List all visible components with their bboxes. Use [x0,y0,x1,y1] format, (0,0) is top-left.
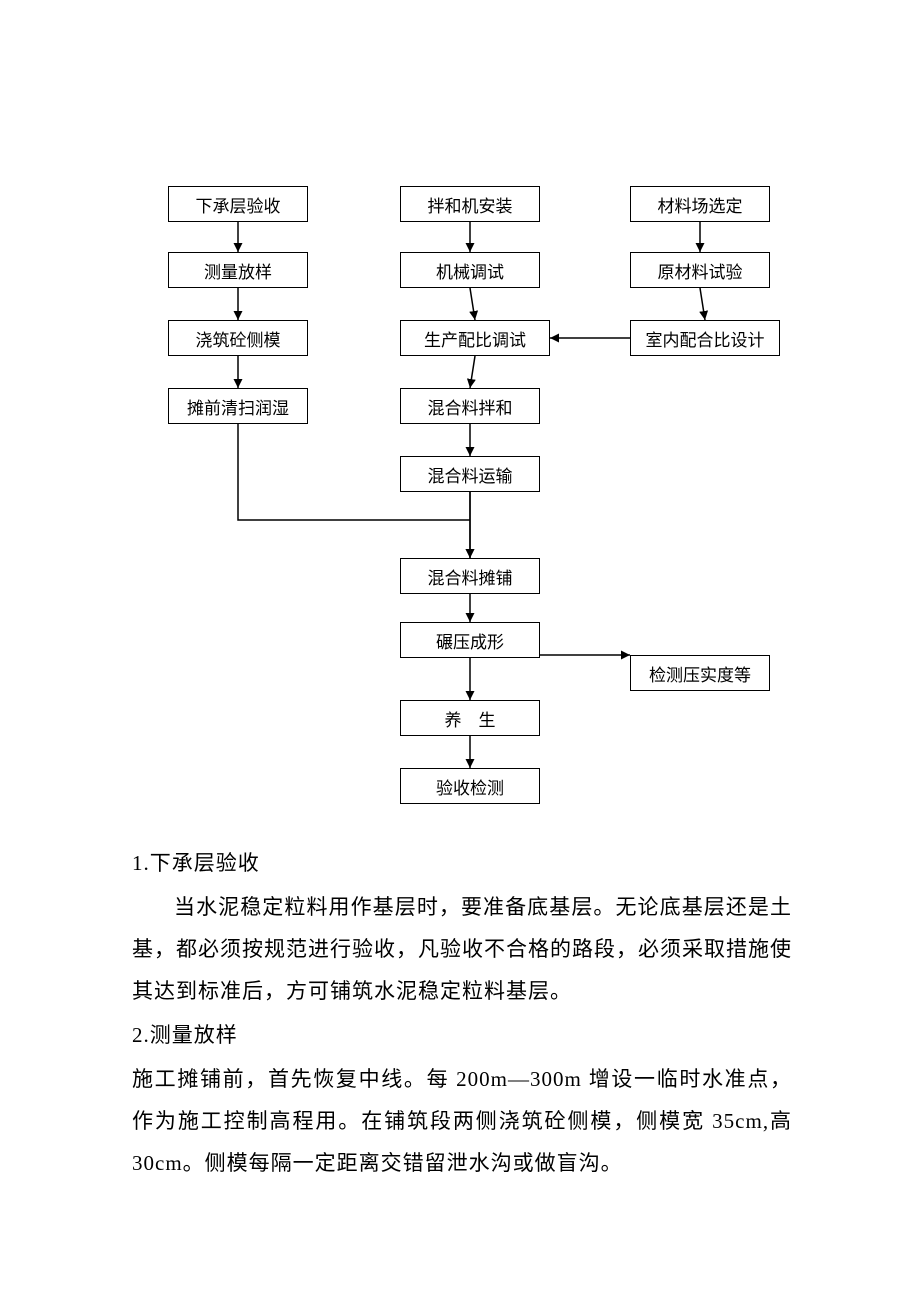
flowchart-node: 机械调试 [400,252,540,288]
flowchart-container: 下承层验收测量放样浇筑砼侧模摊前清扫润湿 拌和机安装机械调试生产配比调试混合料拌和… [0,0,920,800]
flowchart-node: 测量放样 [168,252,308,288]
flowchart-node: 原材料试验 [630,252,770,288]
flowchart-node: 生产配比调试 [400,320,550,356]
flowchart-node: 摊前清扫润湿 [168,388,308,424]
paragraph-1: 当水泥稳定粒料用作基层时，要准备底基层。无论底基层还是土基，都必须按规范进行验收… [132,886,792,1012]
heading-2: 2.测量放样 [132,1014,792,1056]
flowchart-node: 混合料运输 [400,456,540,492]
flowchart-node: 养 生 [400,700,540,736]
flowchart-node: 碾压成形 [400,622,540,658]
flowchart-node: 检测压实度等 [630,655,770,691]
flowchart-node: 验收检测 [400,768,540,804]
flowchart-node: 浇筑砼侧模 [168,320,308,356]
flowchart-node: 混合料拌和 [400,388,540,424]
heading-1: 1.下承层验收 [132,842,792,884]
flowchart-node: 混合料摊铺 [400,558,540,594]
flowchart-node: 下承层验收 [168,186,308,222]
body-text: 1.下承层验收 当水泥稳定粒料用作基层时，要准备底基层。无论底基层还是土基，都必… [132,842,792,1186]
flowchart-node: 拌和机安装 [400,186,540,222]
flowchart-node: 材料场选定 [630,186,770,222]
page: 下承层验收测量放样浇筑砼侧模摊前清扫润湿 拌和机安装机械调试生产配比调试混合料拌和… [0,0,920,1302]
paragraph-2: 施工摊铺前，首先恢复中线。每 200m—300m 增设一临时水准点，作为施工控制… [132,1058,792,1184]
flowchart-node: 室内配合比设计 [630,320,780,356]
